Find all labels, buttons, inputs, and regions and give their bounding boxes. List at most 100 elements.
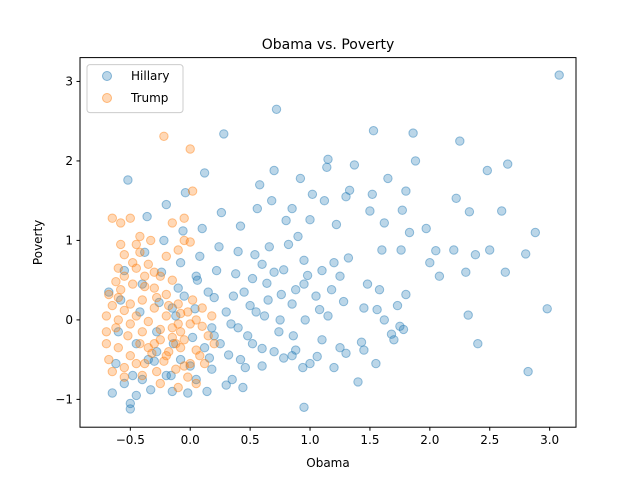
trump-point <box>149 339 160 349</box>
trump-point <box>167 332 178 343</box>
hillary-point <box>107 388 118 398</box>
hillary-point <box>307 189 318 200</box>
hillary-point <box>185 361 195 371</box>
trump-point <box>155 324 166 335</box>
hillary-point <box>207 364 217 374</box>
hillary-point <box>152 327 162 337</box>
legend: Hillary Trump <box>86 64 184 114</box>
hillary-point <box>323 311 333 321</box>
hillary-point <box>392 300 403 311</box>
hillary-point <box>326 285 337 295</box>
x-tick-label: 1.5 <box>360 433 379 447</box>
hillary-point <box>401 289 411 300</box>
hillary-point <box>267 196 277 206</box>
hillary-point <box>421 223 431 234</box>
trump-point <box>143 259 154 269</box>
trump-point <box>137 370 148 381</box>
hillary-point <box>269 347 279 357</box>
hillary-point <box>259 311 270 321</box>
trump-point <box>146 235 156 246</box>
hillary-point <box>329 362 339 373</box>
trump-point <box>116 285 126 295</box>
trump-point <box>191 345 201 355</box>
hillary-point <box>302 270 313 281</box>
hillary-point <box>113 327 124 337</box>
trump-point <box>185 237 195 247</box>
hillary-point <box>257 259 267 269</box>
hillary-point <box>131 339 142 349</box>
hillary-point <box>279 265 289 275</box>
x-tick-label: 2.0 <box>420 433 439 447</box>
hillary-point <box>159 235 169 246</box>
trump-point <box>155 335 166 345</box>
y-tick-label: 2 <box>65 154 73 168</box>
hillary-point <box>257 343 267 354</box>
hillary-point <box>464 207 475 217</box>
hillary-point <box>180 188 191 198</box>
hillary-point <box>377 245 387 255</box>
hillary-point <box>367 189 377 200</box>
hillary-point <box>323 154 333 165</box>
hillary-point <box>226 319 236 329</box>
trump-point <box>113 263 124 273</box>
trump-point <box>131 311 142 321</box>
x-tick-label: 0.5 <box>241 433 260 447</box>
trump-point <box>173 299 183 309</box>
trump-point <box>119 362 130 373</box>
hillary-point <box>335 271 345 281</box>
hillary-point <box>119 265 130 276</box>
hillary-point <box>379 218 389 228</box>
x-tick-label: 2.5 <box>480 433 499 447</box>
hillary-point <box>264 242 274 252</box>
trump-point <box>161 311 172 321</box>
trump-point <box>113 292 124 303</box>
hillary-point <box>372 304 382 315</box>
hillary-point <box>231 269 241 279</box>
trump-point <box>111 323 121 333</box>
hillary-point <box>173 283 183 293</box>
hillary-point <box>179 291 189 301</box>
trump-point <box>143 316 154 327</box>
hillary-point <box>395 321 405 331</box>
trump-point <box>203 331 213 341</box>
hillary-point <box>146 385 156 395</box>
trump-point <box>183 307 193 317</box>
hillary-point <box>247 273 258 284</box>
y-tick-label: 0 <box>65 313 73 327</box>
y-axis-ticks: −1 0 1 2 3 <box>55 74 80 406</box>
hillary-point <box>209 331 219 341</box>
hillary-point <box>269 267 279 277</box>
hillary-point <box>276 289 286 300</box>
hillary-point <box>374 285 385 295</box>
hillary-point <box>305 358 315 369</box>
trump-point <box>119 305 130 316</box>
hillary-point <box>221 380 231 390</box>
trump-point <box>116 218 126 228</box>
hillary-point <box>262 278 272 288</box>
hillary-point <box>523 366 533 377</box>
hillary-point <box>191 271 201 281</box>
hillary-point <box>344 185 355 196</box>
trump-point <box>195 351 205 361</box>
trump-point <box>107 300 118 311</box>
hillary-point <box>317 265 327 276</box>
hillary-point <box>204 353 215 363</box>
hillary-point <box>190 304 200 314</box>
trump-point <box>116 239 126 250</box>
trump-point <box>104 354 114 365</box>
hillary-point <box>291 285 301 295</box>
hillary-point <box>233 246 243 257</box>
hillary-point <box>299 279 309 289</box>
hillary-point <box>434 271 445 281</box>
hillary-point <box>287 299 297 309</box>
hillary-point <box>125 398 136 409</box>
legend-marker-trump <box>102 93 112 103</box>
hillary-point <box>322 162 332 173</box>
hillary-point <box>329 258 339 268</box>
trump-point <box>149 267 160 277</box>
trump-point <box>113 315 124 325</box>
trump-point <box>125 299 136 309</box>
hillary-point <box>199 168 210 178</box>
trump-point <box>167 218 178 228</box>
hillary-point <box>398 324 409 335</box>
